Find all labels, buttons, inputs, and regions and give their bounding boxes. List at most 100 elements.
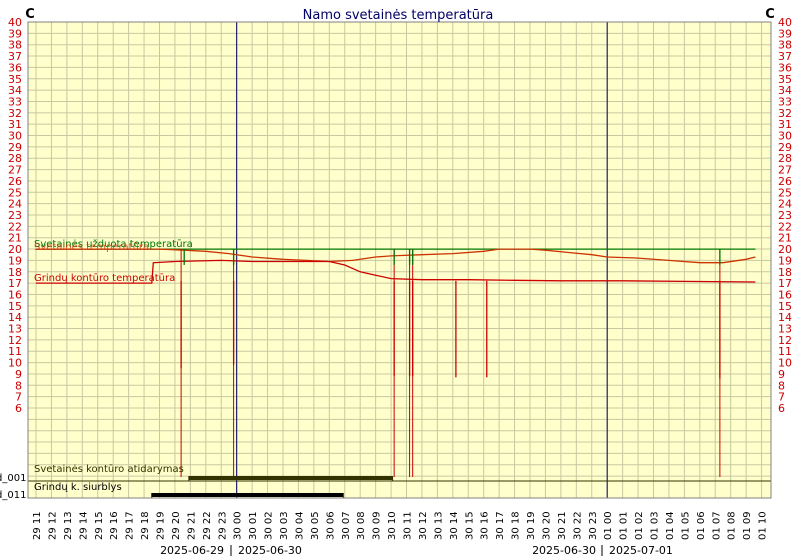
y-tick-right: 33 [778,95,792,108]
x-tick-label: 01 08 [727,511,738,540]
y-tick-left: 24 [8,198,22,211]
y-tick-right: 19 [778,254,792,267]
y-tick-left: 28 [8,152,22,165]
y-tick-left: 18 [8,266,22,279]
x-tick-label: 30 14 [449,511,460,540]
day-separators [236,22,608,498]
legend-pump: Grindų k. siurblys [34,482,122,493]
digital-id-valve: d_001 [0,473,26,484]
y-tick-left: 16 [8,288,22,301]
x-tick-label: 30 01 [248,511,259,540]
unit-right: C [765,7,775,22]
y-tick-left: 39 [8,27,22,40]
y-tick-left: 19 [8,254,22,267]
digital-on-bar [188,476,393,480]
x-tick-label: 30 07 [341,511,352,540]
x-tick-label: 29 21 [186,511,197,540]
y-tick-right: 24 [778,198,792,211]
y-tick-left: 26 [8,175,22,188]
x-tick-label: 30 17 [495,511,506,540]
y-tick-left: 27 [8,164,22,177]
y-tick-left: 6 [15,402,22,415]
y-tick-right: 8 [778,379,785,392]
y-tick-left: 33 [8,95,22,108]
legend-room-temp: Svetainės temperatūra [34,242,149,253]
x-tick-label: 01 02 [634,511,645,540]
y-tick-right: 10 [778,357,792,370]
y-tick-left: 12 [8,334,22,347]
y-tick-left: 30 [8,130,22,143]
x-tick-label: 30 08 [356,511,367,540]
x-tick-label: 30 02 [264,511,275,540]
legend-setpoint: Svetainės užduota temperatūra [34,238,193,250]
x-tick-label: 29 19 [156,511,167,540]
x-tick-label: 30 22 [572,511,583,540]
y-tick-left: 25 [8,186,22,199]
y-tick-right: 25 [778,186,792,199]
y-tick-right: 14 [778,311,792,324]
x-tick-label: 29 22 [202,511,213,540]
x-tick-label: 01 06 [696,511,707,540]
y-tick-left: 32 [8,107,22,120]
y-tick-left: 14 [8,311,22,324]
x-tick-label: 30 03 [279,511,290,540]
y-tick-right: 27 [778,164,792,177]
x-tick-label: 29 15 [94,511,105,540]
y-tick-right: 22 [778,220,792,233]
y-tick-right: 36 [778,61,792,74]
unit-left: C [25,7,35,22]
y-tick-left: 35 [8,73,22,86]
series-line-1 [36,248,756,264]
digital-on-bar [151,493,344,497]
x-tick-label: 30 20 [541,511,552,540]
y-tick-right: 6 [778,402,785,415]
y-tick-right: 29 [778,141,792,154]
x-tick-label: 01 09 [742,511,753,540]
x-tick-label: 30 04 [294,511,305,540]
y-tick-left: 11 [8,345,22,358]
x-tick-label: 30 21 [557,511,568,540]
series-line-2 [36,259,756,284]
y-tick-left: 20 [8,243,22,256]
y-tick-left: 21 [8,232,22,245]
y-tick-right: 17 [778,277,792,290]
x-tick-label: 30 05 [310,511,321,540]
y-tick-left: 13 [8,323,22,336]
y-tick-left: 29 [8,141,22,154]
x-tick-label: 29 14 [78,511,89,540]
x-tick-label: 01 07 [711,511,722,540]
chart-title: Namo svetainės temperatūra [303,8,494,23]
x-tick-label: 29 18 [140,511,151,540]
series-layer [36,248,756,477]
x-tick-label: 29 11 [32,511,43,540]
x-tick-label: 30 13 [433,511,444,540]
x-tick-label: 30 12 [418,511,429,540]
x-tick-label: 29 13 [63,511,74,540]
x-tick-label: 30 15 [464,511,475,540]
y-tick-right: 40 [778,16,792,29]
digital-id-pump: d_011 [0,490,26,501]
y-tick-left: 38 [8,39,22,52]
y-tick-right: 11 [778,345,792,358]
legend-floor-temp: Grindų kontūro temperatūra [34,273,175,284]
y-tick-right: 21 [778,232,792,245]
date-label-2b: 2025-07-01 [609,544,673,557]
y-tick-right: 16 [778,288,792,301]
y-tick-right: 18 [778,266,792,279]
date-label-1a: 2025-06-29 [160,544,224,557]
y-tick-right: 38 [778,39,792,52]
x-tick-label: 30 16 [480,511,491,540]
y-tick-right: 35 [778,73,792,86]
y-tick-right: 9 [778,368,785,381]
x-tick-label: 30 06 [325,511,336,540]
x-tick-label: 01 05 [680,511,691,540]
y-tick-left: 34 [8,84,22,97]
y-tick-right: 39 [778,27,792,40]
y-tick-right: 37 [778,50,792,63]
y-tick-right: 20 [778,243,792,256]
x-tick-label: 30 23 [588,511,599,540]
x-tick-label: 30 10 [387,511,398,540]
x-tick-label: 29 20 [171,511,182,540]
y-tick-left: 22 [8,220,22,233]
